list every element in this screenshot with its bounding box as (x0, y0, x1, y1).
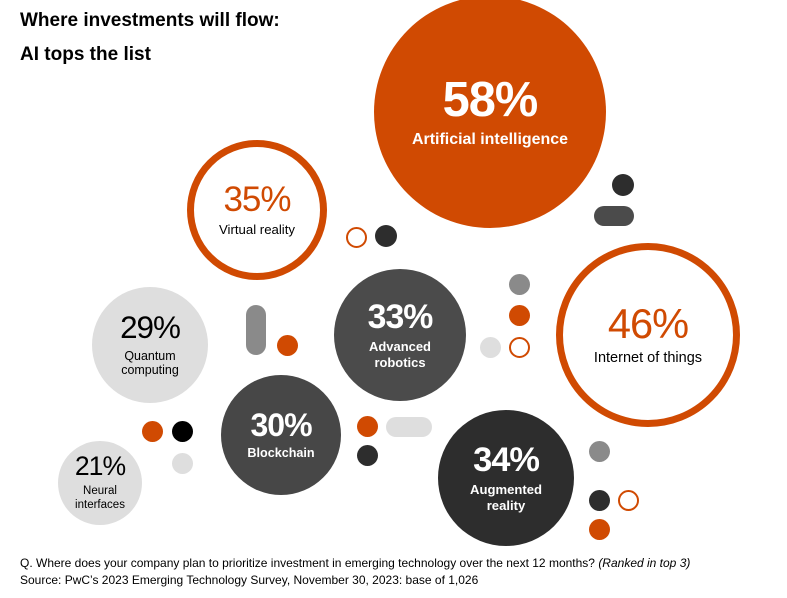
bubble: 29% Quantum computing (92, 287, 208, 403)
decor-dot (509, 274, 530, 295)
category-label: Artificial intelligence (411, 131, 569, 149)
bubble: 58% Artificial intelligence (374, 0, 606, 228)
decor-dot (509, 337, 530, 358)
decor-dot (589, 441, 610, 462)
footnote: Q. Where does your company plan to prior… (20, 556, 690, 570)
decor-dot (172, 421, 193, 442)
value-label: 58% (442, 72, 539, 127)
value-label: 33% (367, 297, 434, 336)
decor-dot (480, 337, 501, 358)
decor-pill (594, 206, 634, 226)
decor-dot (618, 490, 639, 511)
decor-pill (386, 417, 432, 437)
category-label: Augmented reality (470, 482, 542, 514)
decor-dot (612, 174, 634, 196)
value-label: 21% (74, 451, 126, 482)
value-label: 34% (473, 441, 540, 480)
decor-dot (375, 225, 397, 247)
decor-dot (357, 416, 378, 437)
decor-dot (589, 490, 610, 511)
bubble: 33% Advanced robotics (334, 269, 466, 401)
source: Source: PwC’s 2023 Emerging Technology S… (20, 573, 479, 587)
decor-pill (246, 305, 266, 355)
decor-dot (346, 227, 367, 248)
value-label: 29% (120, 309, 181, 345)
category-label: Quantum computing (121, 348, 179, 378)
bubble: 46% Internet of things (556, 243, 740, 427)
chart-title: Where investments will flow: AI tops the… (20, 10, 280, 65)
value-label: 35% (223, 179, 291, 219)
decor-dot (509, 305, 530, 326)
category-label: Neural interfaces (75, 485, 125, 511)
question-note: (Ranked in top 3) (598, 556, 691, 570)
value-label: 46% (607, 300, 689, 348)
decor-dot (357, 445, 378, 466)
value-label: 30% (250, 406, 312, 443)
category-label: Internet of things (593, 350, 703, 367)
bubble: 21% Neural interfaces (58, 441, 142, 525)
category-label: Advanced robotics (369, 339, 431, 370)
category-label: Blockchain (247, 446, 315, 461)
bubble: 35% Virtual reality (187, 140, 327, 280)
bubble: 30% Blockchain (221, 375, 341, 495)
question: Q. Where does your company plan to prior… (20, 556, 595, 570)
bubble: 34% Augmented reality (438, 410, 574, 546)
decor-dot (277, 335, 298, 356)
decor-dot (172, 453, 193, 474)
decor-dot (589, 519, 610, 540)
decor-dot (142, 421, 163, 442)
category-label: Virtual reality (219, 222, 295, 238)
